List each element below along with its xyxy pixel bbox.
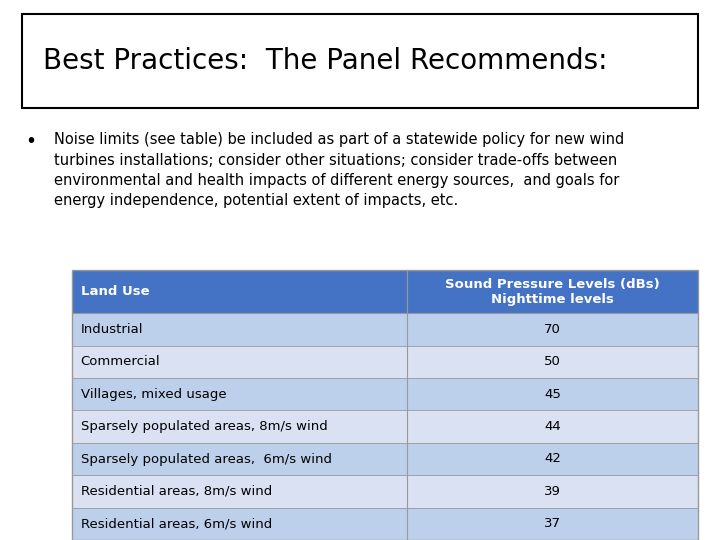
Text: Residential areas, 8m/s wind: Residential areas, 8m/s wind xyxy=(81,485,272,498)
FancyBboxPatch shape xyxy=(72,410,698,443)
Text: Sparsely populated areas,  6m/s wind: Sparsely populated areas, 6m/s wind xyxy=(81,453,332,465)
Text: Residential areas, 6m/s wind: Residential areas, 6m/s wind xyxy=(81,517,272,530)
FancyBboxPatch shape xyxy=(72,443,698,475)
Text: Commercial: Commercial xyxy=(81,355,161,368)
Text: Industrial: Industrial xyxy=(81,323,143,336)
Text: Land Use: Land Use xyxy=(81,285,149,298)
Text: •: • xyxy=(25,132,36,151)
Text: Noise limits (see table) be included as part of a statewide policy for new wind
: Noise limits (see table) be included as … xyxy=(54,132,624,208)
Text: 70: 70 xyxy=(544,323,561,336)
Text: Sparsely populated areas, 8m/s wind: Sparsely populated areas, 8m/s wind xyxy=(81,420,328,433)
Text: 42: 42 xyxy=(544,453,561,465)
Text: Villages, mixed usage: Villages, mixed usage xyxy=(81,388,226,401)
Text: 37: 37 xyxy=(544,517,561,530)
FancyBboxPatch shape xyxy=(72,508,698,540)
Text: 39: 39 xyxy=(544,485,561,498)
Text: Best Practices:  The Panel Recommends:: Best Practices: The Panel Recommends: xyxy=(43,47,608,75)
Text: 44: 44 xyxy=(544,420,561,433)
FancyBboxPatch shape xyxy=(72,313,698,346)
FancyBboxPatch shape xyxy=(72,378,698,410)
Text: Sound Pressure Levels (dBs)
Nighttime levels: Sound Pressure Levels (dBs) Nighttime le… xyxy=(445,278,660,306)
FancyBboxPatch shape xyxy=(72,270,698,313)
Text: 45: 45 xyxy=(544,388,561,401)
FancyBboxPatch shape xyxy=(22,14,698,108)
Text: 50: 50 xyxy=(544,355,561,368)
FancyBboxPatch shape xyxy=(72,346,698,378)
FancyBboxPatch shape xyxy=(72,475,698,508)
